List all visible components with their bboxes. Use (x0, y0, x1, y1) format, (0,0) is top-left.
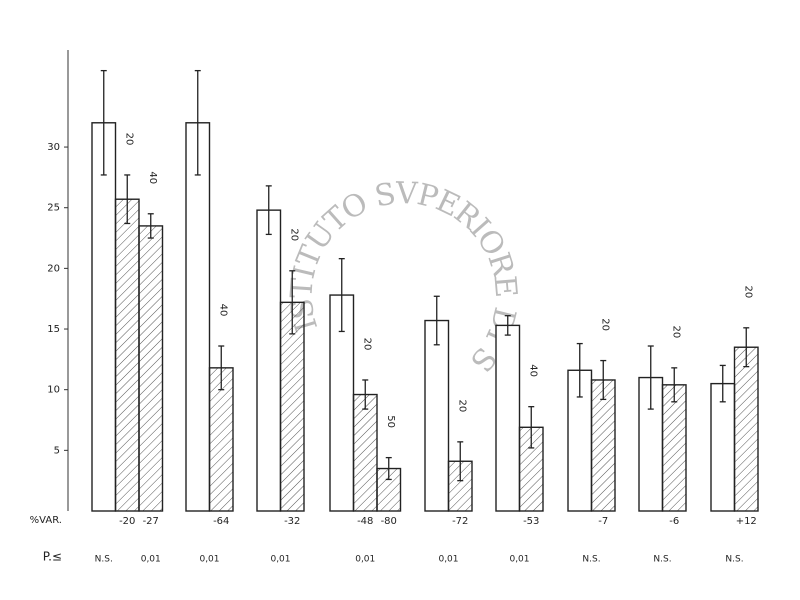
p-label: N.S. (653, 555, 671, 565)
pct-var-label: -32 (284, 516, 300, 527)
y-tick-label: 30 (47, 142, 60, 153)
p-label: 0,01 (355, 555, 375, 565)
dose-label: 20 (742, 285, 753, 298)
bar (256, 209, 282, 512)
pct-var-label: -53 (523, 516, 539, 527)
row-label: %VAR. (30, 515, 62, 526)
pct-var-label: -20 (119, 516, 135, 527)
dose-label: 50 (385, 415, 396, 428)
p-label: N.S. (95, 555, 113, 565)
dose-label: 40 (217, 304, 228, 317)
pct-var-label: -27 (143, 516, 159, 527)
pct-var-label: -64 (213, 516, 229, 527)
p-label: N.S. (582, 555, 600, 565)
bar (710, 382, 736, 512)
bar (185, 122, 211, 512)
dose-label: 20 (288, 228, 299, 241)
pct-var-label: -6 (669, 516, 679, 527)
pct-var-label: -80 (381, 516, 397, 527)
pct-var-label: -48 (357, 516, 373, 527)
p-label: 0,01 (270, 555, 290, 565)
dose-label: 20 (599, 318, 610, 331)
y-tick-label: 5 (54, 445, 60, 456)
dose-label: 40 (527, 364, 538, 377)
dose-label: 20 (456, 399, 467, 412)
bar (661, 384, 687, 512)
bar (495, 324, 521, 512)
dose-label: 40 (147, 171, 158, 184)
y-tick-label: 25 (47, 203, 60, 214)
row-label: P.≤ (43, 550, 62, 564)
bar (733, 346, 759, 512)
bar (138, 225, 164, 512)
dose-label: 20 (670, 325, 681, 338)
pct-var-label: -72 (452, 516, 468, 527)
p-label: 0,01 (438, 555, 458, 565)
bar (91, 122, 117, 512)
y-tick-label: 20 (47, 263, 60, 274)
p-label: 0,01 (141, 555, 161, 565)
y-tick-label: 10 (47, 385, 60, 396)
p-label: 0,01 (199, 555, 219, 565)
bar (352, 393, 378, 512)
p-label: N.S. (725, 555, 743, 565)
bar (114, 198, 140, 512)
dose-label: 20 (361, 338, 372, 351)
pct-var-label: -7 (598, 516, 608, 527)
y-tick-label: 15 (47, 324, 60, 335)
dose-label: 20 (123, 133, 134, 146)
bar (424, 319, 450, 512)
pct-var-label: +12 (736, 516, 757, 527)
p-label: 0,01 (509, 555, 529, 565)
